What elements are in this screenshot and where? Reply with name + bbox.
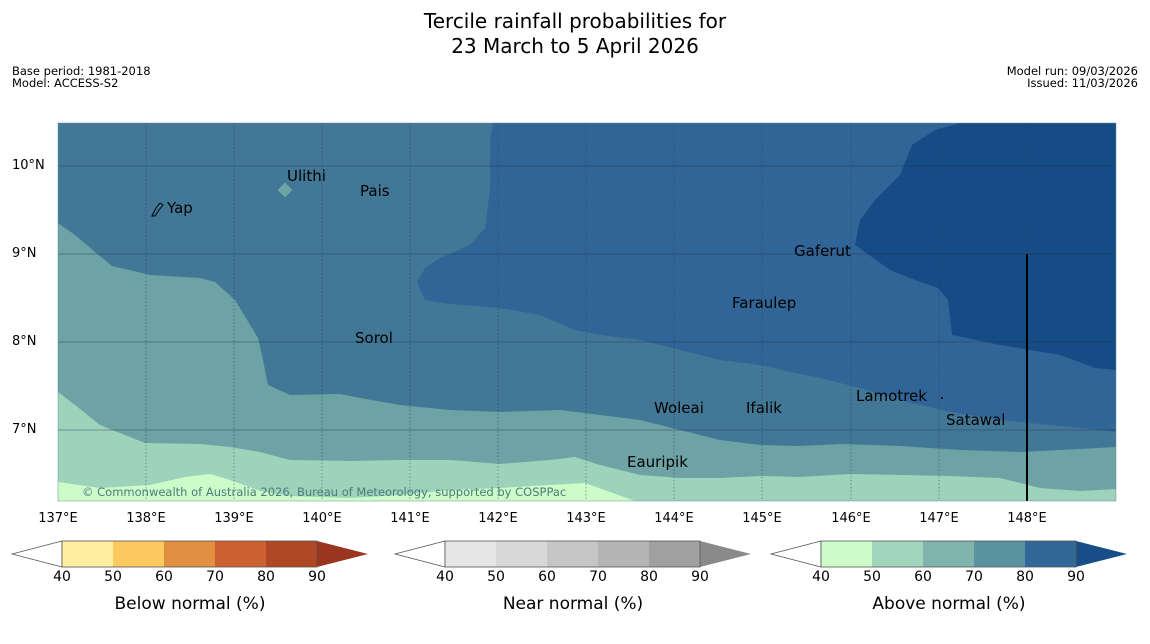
colorbar-label-below: Below normal (%) bbox=[114, 594, 266, 614]
region-60-70 bbox=[58, 223, 1116, 501]
colorbar-label-above: Above normal (%) bbox=[872, 594, 1026, 614]
colorbar-below-bin bbox=[113, 541, 164, 567]
colorbar-tick: 60 bbox=[914, 569, 932, 585]
colorbar-tick: 40 bbox=[812, 569, 830, 585]
colorbar-below-bin bbox=[164, 541, 215, 567]
y-tick-label: 8°N bbox=[12, 334, 37, 349]
x-tick-label: 146°E bbox=[831, 511, 871, 526]
copyright-notice: © Commonwealth of Australia 2026, Bureau… bbox=[82, 485, 566, 499]
colorbar-tick: 80 bbox=[1016, 569, 1034, 585]
colorbar-tick: 70 bbox=[206, 569, 224, 585]
colorbar-tick: 70 bbox=[965, 569, 983, 585]
colorbar-above-bin bbox=[872, 541, 923, 567]
colorbar-below-arrow-right bbox=[317, 541, 368, 567]
map-frame bbox=[57, 122, 1117, 502]
colorbar-near-bin bbox=[496, 541, 547, 567]
colorbar-tick: 80 bbox=[257, 569, 275, 585]
colorbar-above-arrow-right bbox=[1076, 541, 1127, 567]
x-tick-label: 145°E bbox=[742, 511, 782, 526]
colorbar-tick: 40 bbox=[436, 569, 454, 585]
colorbar-above-arrow-left bbox=[769, 540, 822, 568]
x-tick-label: 140°E bbox=[302, 511, 342, 526]
region-90-plus bbox=[855, 123, 1116, 370]
x-tick-label: 141°E bbox=[390, 511, 430, 526]
model-name: Model: ACCESS-S2 bbox=[12, 76, 119, 90]
parallel-gridlines bbox=[58, 165, 1116, 431]
colorbar-near-bin bbox=[598, 541, 649, 567]
colorbar-tick: 90 bbox=[308, 569, 326, 585]
x-tick-label: 142°E bbox=[478, 511, 518, 526]
x-tick-label: 137°E bbox=[38, 511, 78, 526]
colorbar-tick: 50 bbox=[487, 569, 505, 585]
colorbar-tick: 90 bbox=[1067, 569, 1085, 585]
place-label-eauripik: Eauripik bbox=[627, 453, 688, 471]
colorbar-near-normal bbox=[393, 540, 751, 568]
place-label-lamotrek: Lamotrek bbox=[856, 387, 927, 405]
y-tick-label: 7°N bbox=[12, 422, 37, 437]
colorbar-label-near: Near normal (%) bbox=[502, 594, 644, 614]
colorbar-tick: 60 bbox=[155, 569, 173, 585]
colorbar-near-bin bbox=[649, 541, 700, 567]
region-40-50 bbox=[58, 474, 635, 501]
x-tick-label: 139°E bbox=[214, 511, 254, 526]
place-label-sorol: Sorol bbox=[355, 329, 393, 347]
colorbar-below-bin bbox=[62, 541, 113, 567]
x-tick-label: 138°E bbox=[126, 511, 166, 526]
place-label-gaferut: Gaferut bbox=[794, 242, 851, 260]
place-label-ulithi: Ulithi bbox=[287, 167, 326, 185]
colorbar-near-bin bbox=[547, 541, 598, 567]
colorbar-above-bin bbox=[821, 541, 872, 567]
place-label-satawal: Satawal bbox=[946, 411, 1005, 429]
colorbar-above-normal bbox=[769, 540, 1127, 568]
place-label-yap: Yap bbox=[166, 199, 193, 217]
colorbar-below-bin bbox=[266, 541, 317, 567]
place-label-woleai: Woleai bbox=[654, 399, 704, 417]
colorbar-tick: 50 bbox=[104, 569, 122, 585]
x-tick-label: 148°E bbox=[1007, 511, 1047, 526]
map-title: Tercile rainfall probabilities for 23 Ma… bbox=[0, 9, 1150, 59]
region-50-60 bbox=[58, 392, 1116, 501]
colorbar-near-bin bbox=[445, 541, 496, 567]
colorbar-above-bin bbox=[923, 541, 974, 567]
x-tick-label: 147°E bbox=[919, 511, 959, 526]
colorbar-tick: 70 bbox=[589, 569, 607, 585]
model-run: Model run: 09/03/2026 bbox=[1006, 64, 1138, 78]
colorbar-tick: 50 bbox=[863, 569, 881, 585]
colorbar-above-bin bbox=[974, 541, 1025, 567]
island-dot bbox=[941, 397, 943, 399]
base-period: Base period: 1981-2018 bbox=[12, 64, 151, 78]
issued-date: Issued: 11/03/2026 bbox=[1027, 76, 1138, 90]
y-tick-label: 10°N bbox=[12, 158, 45, 173]
place-label-pais: Pais bbox=[360, 182, 390, 200]
colorbar-near-arrow-right bbox=[700, 541, 751, 567]
colorbar-tick: 90 bbox=[691, 569, 709, 585]
colorbar-near-arrow-left bbox=[393, 540, 446, 568]
ulithi-atoll bbox=[277, 182, 293, 198]
title-line-2: 23 March to 5 April 2026 bbox=[451, 34, 699, 58]
y-tick-label: 9°N bbox=[12, 246, 37, 261]
metadata-left: Base period: 1981-2018 Model: ACCESS-S2 bbox=[12, 65, 151, 89]
colorbar-tick: 80 bbox=[640, 569, 658, 585]
x-tick-label: 144°E bbox=[654, 511, 694, 526]
place-label-faraulep: Faraulep bbox=[732, 294, 796, 312]
colorbar-tick: 40 bbox=[53, 569, 71, 585]
colorbar-below-arrow-left bbox=[10, 540, 63, 568]
colorbar-below-bin bbox=[215, 541, 266, 567]
title-line-1: Tercile rainfall probabilities for bbox=[423, 9, 727, 33]
metadata-right: Model run: 09/03/2026 Issued: 11/03/2026 bbox=[1007, 65, 1138, 89]
colorbar-tick: 60 bbox=[538, 569, 556, 585]
colorbar-below-normal bbox=[10, 540, 368, 568]
yap-island bbox=[151, 202, 164, 217]
colorbar-above-bin bbox=[1025, 541, 1076, 567]
x-tick-label: 143°E bbox=[566, 511, 606, 526]
place-label-ifalik: Ifalik bbox=[746, 399, 782, 417]
